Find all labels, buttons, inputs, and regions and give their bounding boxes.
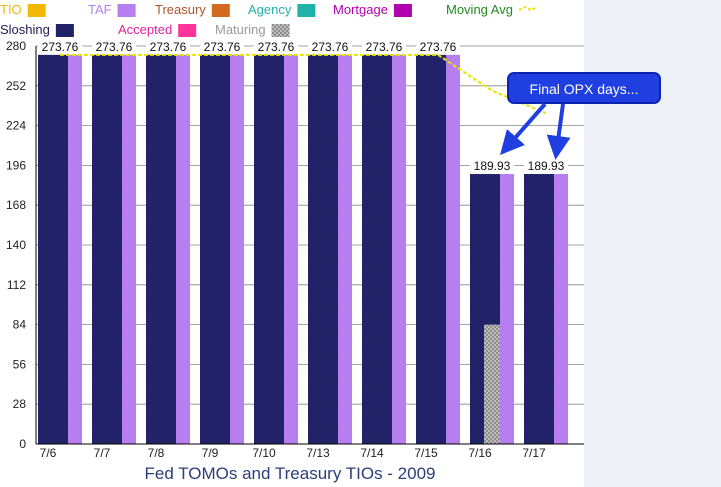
bar-treasury-7/15 — [446, 54, 460, 444]
data-label-2: 273.76 — [150, 40, 187, 54]
bar-sloshing-7/7 — [92, 54, 122, 444]
y-tick-label-2: 56 — [13, 357, 27, 371]
y-tick-label-9: 252 — [6, 79, 26, 93]
x-tick-label-9: 7/17 — [522, 446, 546, 460]
legend-swatch-6 — [55, 24, 74, 37]
bar-sloshing-7/10 — [254, 54, 284, 444]
bar-sloshing-7/13 — [308, 54, 338, 444]
data-label-6: 273.76 — [366, 40, 403, 54]
y-tick-label-8: 224 — [6, 119, 26, 133]
legend-swatch-1 — [117, 4, 136, 17]
moving-avg-series — [60, 53, 547, 115]
data-label-bg-2 — [146, 39, 190, 54]
legend-label-3: Agency — [248, 2, 292, 17]
legend-label-7: Accepted — [118, 22, 172, 37]
bar-treasury-7/6 — [68, 54, 82, 444]
callout-arrow-2 — [546, 103, 571, 160]
y-tick-label-3: 84 — [13, 318, 27, 332]
legend-label-8: Maturing — [215, 22, 266, 37]
bar-sloshing-7/17 — [524, 174, 554, 444]
legend-swatch-2 — [211, 4, 230, 17]
y-tick-label-4: 112 — [7, 278, 26, 292]
bar-treasury-7/9 — [230, 54, 244, 444]
x-tick-label-2: 7/8 — [148, 446, 165, 460]
x-tick-label-6: 7/14 — [360, 446, 384, 460]
bar-sloshing-7/14 — [362, 54, 392, 444]
bar-sloshing-7/6 — [38, 54, 68, 444]
y-tick-label-10: 280 — [6, 39, 26, 53]
bar-maturing-7/16 — [484, 324, 500, 444]
data-label-9: 189.93 — [528, 159, 565, 173]
data-label-4: 273.76 — [258, 40, 295, 54]
bar-treasury-7/13 — [338, 54, 352, 444]
legend-swatch-8 — [271, 24, 290, 37]
legend-label-0: TIO — [0, 2, 22, 17]
x-tick-label-8: 7/16 — [468, 446, 492, 460]
callout-annotation: Final OPX days... — [500, 72, 661, 160]
bar-treasury-7/17 — [554, 174, 568, 444]
x-tick-label-4: 7/10 — [252, 446, 276, 460]
data-label-bg-7 — [416, 39, 460, 54]
bar-sloshing-7/9 — [200, 54, 230, 444]
bar-sloshing-7/8 — [146, 54, 176, 444]
legend-label-5: Moving Avg — [446, 2, 513, 17]
legend-swatch-0 — [27, 4, 46, 17]
y-tick-label-7: 196 — [6, 158, 26, 172]
axes: 7/6 7/7 7/8 7/9 7/10 7/13 7/14 7/15 7/16 7/17 — [35, 46, 584, 460]
y-tick-label-1: 28 — [13, 397, 27, 411]
legend-swatch-4 — [393, 4, 412, 17]
bar-sloshing-7/15 — [416, 54, 446, 444]
legend-swatch-5 — [518, 5, 538, 12]
x-tick-label-5: 7/13 — [306, 446, 330, 460]
x-tick-label-7: 7/15 — [414, 446, 438, 460]
y-tick-label-5: 140 — [6, 238, 26, 252]
data-label-0: 273.76 — [42, 40, 79, 54]
legend-swatch-3 — [297, 4, 316, 17]
y-tick-label-0: 0 — [19, 437, 26, 451]
callout-arrow-1 — [500, 102, 547, 156]
bar-treasury-7/7 — [122, 54, 136, 444]
legend-label-1: TAF — [88, 2, 112, 17]
bar-treasury-7/16 — [500, 174, 514, 444]
data-label-bg-1 — [92, 39, 136, 54]
data-label-bg-0 — [38, 39, 82, 54]
x-tick-label-3: 7/9 — [202, 446, 219, 460]
y-tick-label-6: 168 — [6, 198, 26, 212]
data-label-bg-4 — [254, 39, 298, 54]
moving-avg-line — [60, 53, 547, 115]
x-tick-label-0: 7/6 — [40, 446, 57, 460]
data-label-8: 189.93 — [474, 159, 511, 173]
bar-treasury-7/8 — [176, 54, 190, 444]
data-label-bg-5 — [308, 39, 352, 54]
bar-treasury-7/10 — [284, 54, 298, 444]
data-label-bg-6 — [362, 39, 406, 54]
data-label-bg-8 — [470, 159, 514, 174]
chart-title: Fed TOMOs and Treasury TIOs - 2009 — [144, 464, 435, 483]
legend-label-6: Sloshing — [0, 22, 50, 37]
callout-label: Final OPX days... — [530, 81, 639, 97]
legend-label-2: Treasury — [155, 2, 206, 17]
callout-box — [507, 72, 661, 104]
data-label-5: 273.76 — [312, 40, 349, 54]
bar-treasury-7/14 — [392, 54, 406, 444]
legend-swatch-7 — [178, 24, 197, 37]
data-label-7: 273.76 — [420, 40, 457, 54]
data-label-bg-9 — [524, 159, 568, 174]
legend-label-4: Mortgage — [333, 2, 388, 17]
data-labels: 273.76 273.76 273.76 273.76 273.76 273.76 273.… — [38, 39, 568, 174]
data-label-1: 273.76 — [96, 40, 133, 54]
data-label-bg-3 — [200, 39, 244, 54]
x-tick-label-1: 7/7 — [94, 446, 111, 460]
chart-legend: TIO TAF Treasury Agency Mortgage Moving Avg Sl… — [0, 2, 538, 37]
data-label-3: 273.76 — [204, 40, 241, 54]
bar-series — [38, 54, 568, 444]
